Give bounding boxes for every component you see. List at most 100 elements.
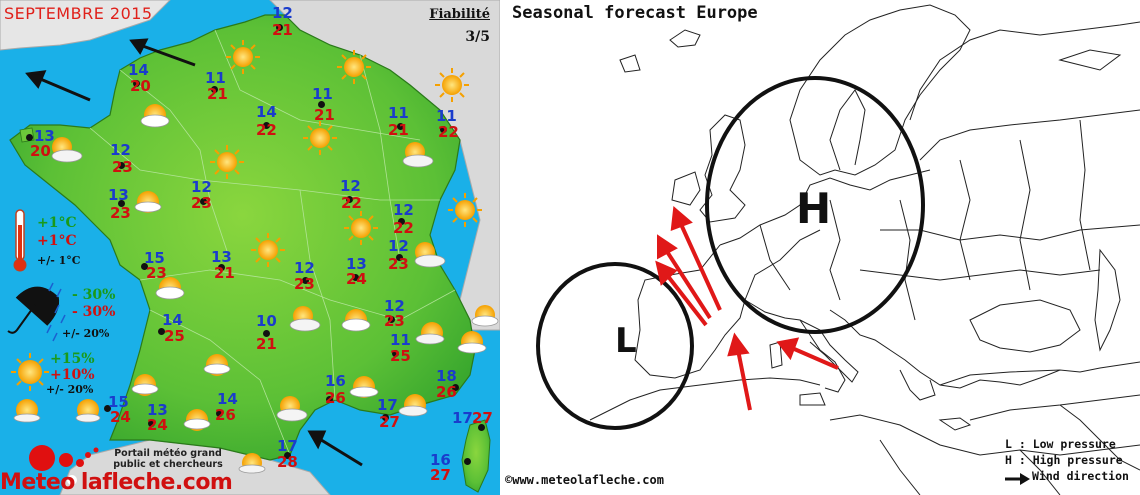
- city-tmin: 15: [108, 393, 129, 411]
- city-tmax: 22: [438, 123, 459, 141]
- city-tmax: 25: [164, 327, 185, 345]
- low-pressure-label: L: [615, 321, 637, 361]
- legend-wind-arrow-icon: [1005, 473, 1030, 485]
- city-dot: [396, 254, 403, 261]
- legend-low: L : Low pressure: [1005, 437, 1116, 451]
- city-tmin: 12: [393, 201, 414, 219]
- city-tmin: 13: [147, 401, 168, 419]
- europe-map-graphic: [536, 4, 1140, 495]
- city-dot: [478, 424, 485, 431]
- city-dot: [464, 458, 471, 465]
- reliability-box: Fiabilité 3/5: [429, 4, 490, 48]
- city-dot: [388, 316, 395, 323]
- city-tmin: 11: [312, 85, 333, 103]
- portal-text-line-2: public et chercheurs: [113, 459, 223, 470]
- city-tmin: 17: [277, 437, 298, 455]
- city-tmax: 23: [388, 255, 409, 273]
- city-tmax: 22: [256, 121, 277, 139]
- city-dot: [326, 396, 333, 403]
- city-dot: [398, 218, 405, 225]
- portal-text-line-1: Portail météo grand: [114, 448, 222, 459]
- city-tmin: 14: [162, 311, 183, 329]
- city-tmin: 13: [346, 255, 367, 273]
- wind-arrows-france: [25, 38, 363, 467]
- city-dot: [218, 264, 225, 271]
- city-tmin: 13: [211, 248, 232, 266]
- city-tmin: 13: [34, 127, 55, 145]
- city-tmax: 26: [325, 389, 346, 407]
- city-tmin: 12: [384, 297, 405, 315]
- high-pressure-label: H: [796, 184, 832, 233]
- city-tmin: 16: [430, 451, 451, 469]
- legend-temp-margin: +/- 1°C: [37, 254, 81, 267]
- city-tmax: 25: [390, 347, 411, 365]
- city-tmin: 12: [272, 4, 293, 22]
- city-dot: [276, 24, 283, 31]
- city-tmin: 11: [205, 69, 226, 87]
- city-tmax: 28: [277, 453, 298, 471]
- city-tmax: 27: [379, 413, 400, 431]
- umbrella-icon: [7, 282, 66, 342]
- france-map-graphic: [0, 0, 500, 495]
- city-tmin: 12: [110, 141, 131, 159]
- portal-text: Portail météo grand public et chercheurs: [108, 448, 228, 470]
- logo-text: Meteo lafleche.com: [0, 470, 233, 495]
- city-tmax: 21: [272, 21, 293, 39]
- reliability-label: Fiabilité: [429, 7, 490, 22]
- city-dot: [440, 126, 447, 133]
- credit-text: ©www.meteolafleche.com: [505, 473, 664, 487]
- city-tmax: 23: [112, 158, 133, 176]
- city-tmin: 12: [294, 259, 315, 277]
- city-tmin: 12: [340, 177, 361, 195]
- low-pressure-circle: [536, 262, 694, 430]
- city-tmin: 10: [256, 312, 277, 330]
- france-forecast-map: SEPTEMBRE 2015 Fiabilité 3/5 12 21 14 20…: [0, 0, 500, 495]
- city-tmin: 11: [388, 104, 409, 122]
- city-tmin: 14: [256, 103, 277, 121]
- city-tmax: 24: [346, 270, 367, 288]
- city-tmax: 21: [256, 335, 277, 353]
- legend-temp-red: +1°C: [37, 233, 77, 249]
- city-tmin: 14: [217, 390, 238, 408]
- city-dot: [352, 274, 359, 281]
- city-tmax: 22: [341, 194, 362, 212]
- wind-arrows-europe: [655, 206, 839, 411]
- city-dot: [318, 101, 325, 108]
- map-title: SEPTEMBRE 2015: [4, 4, 153, 23]
- legend-rain-red: - 30%: [72, 304, 116, 320]
- legend-temp-green: +1°C: [37, 215, 77, 231]
- city-tmax: 27: [430, 466, 451, 484]
- city-tmax: 21: [314, 106, 335, 124]
- city-dot: [200, 198, 207, 205]
- city-tmin: 17: [452, 409, 473, 427]
- city-tmax: 21: [388, 121, 409, 139]
- reliability-value: 3/5: [465, 29, 490, 45]
- city-tmin: 16: [325, 372, 346, 390]
- city-dot: [346, 196, 353, 203]
- city-tmin: 13: [108, 186, 129, 204]
- legend-sun-red: +10%: [50, 367, 95, 383]
- city-dot: [284, 452, 291, 459]
- city-tmin: 17: [377, 396, 398, 414]
- city-dot: [118, 200, 125, 207]
- logo-right: lafleche.com: [80, 470, 233, 495]
- city-tmin: 12: [388, 237, 409, 255]
- city-dot: [26, 134, 33, 141]
- city-tmax: 20: [130, 77, 151, 95]
- city-dot: [118, 162, 125, 169]
- legend-sun-green: +15%: [50, 351, 95, 367]
- city-tmax: 22: [393, 219, 414, 237]
- city-dot: [158, 328, 165, 335]
- city-tmin: 14: [128, 61, 149, 79]
- partly-cloudy-icons: [13, 104, 499, 474]
- city-dot: [263, 330, 270, 337]
- europe-coastlines: [589, 4, 1140, 495]
- city-tmin: 11: [436, 107, 457, 125]
- city-tmax: 26: [436, 383, 457, 401]
- city-dot: [392, 350, 399, 357]
- city-dot: [397, 123, 404, 130]
- legend-sun-icon: [11, 353, 49, 391]
- city-tmax: 23: [384, 312, 405, 330]
- city-tmin: 18: [436, 367, 457, 385]
